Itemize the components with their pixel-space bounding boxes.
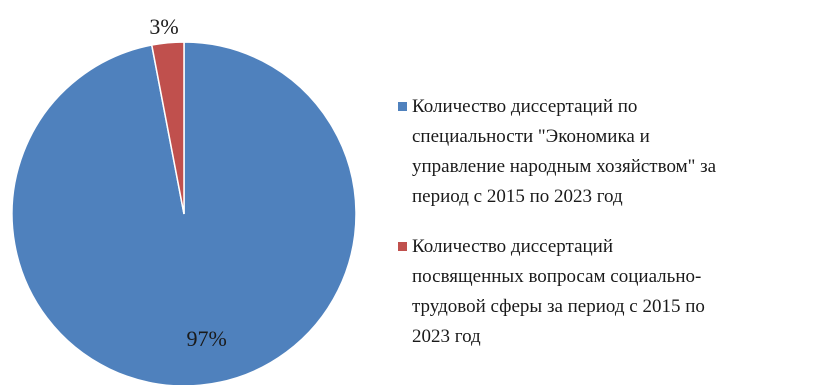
data-label-social-labor: 3%	[149, 14, 178, 39]
legend-label-line: Количество диссертаций по	[412, 96, 638, 117]
legend-label-line: управление народным хозяйством" за	[412, 156, 717, 177]
legend-label-line: специальности "Экономика и	[412, 126, 650, 147]
legend-label-line: 2023 год	[412, 326, 481, 347]
data-label-economics: 97%	[187, 326, 227, 351]
pie-slice-social-labor	[150, 41, 185, 215]
legend-label-line: Количество диссертаций	[412, 236, 614, 257]
chart-legend: Количество диссертаций по специальности …	[398, 92, 808, 372]
legend-item-social-labor: Количество диссертаций посвященных вопро…	[398, 232, 808, 352]
legend-label-line: трудовой сферы за период с 2015 по	[412, 296, 705, 317]
legend-label-line: период с 2015 по 2023 год	[412, 186, 623, 207]
legend-swatch-social-labor	[398, 242, 407, 251]
legend-label-line: посвященных вопросам социально-	[412, 266, 702, 287]
legend-swatch-economics	[398, 102, 407, 111]
legend-item-economics: Количество диссертаций по специальности …	[398, 92, 808, 212]
